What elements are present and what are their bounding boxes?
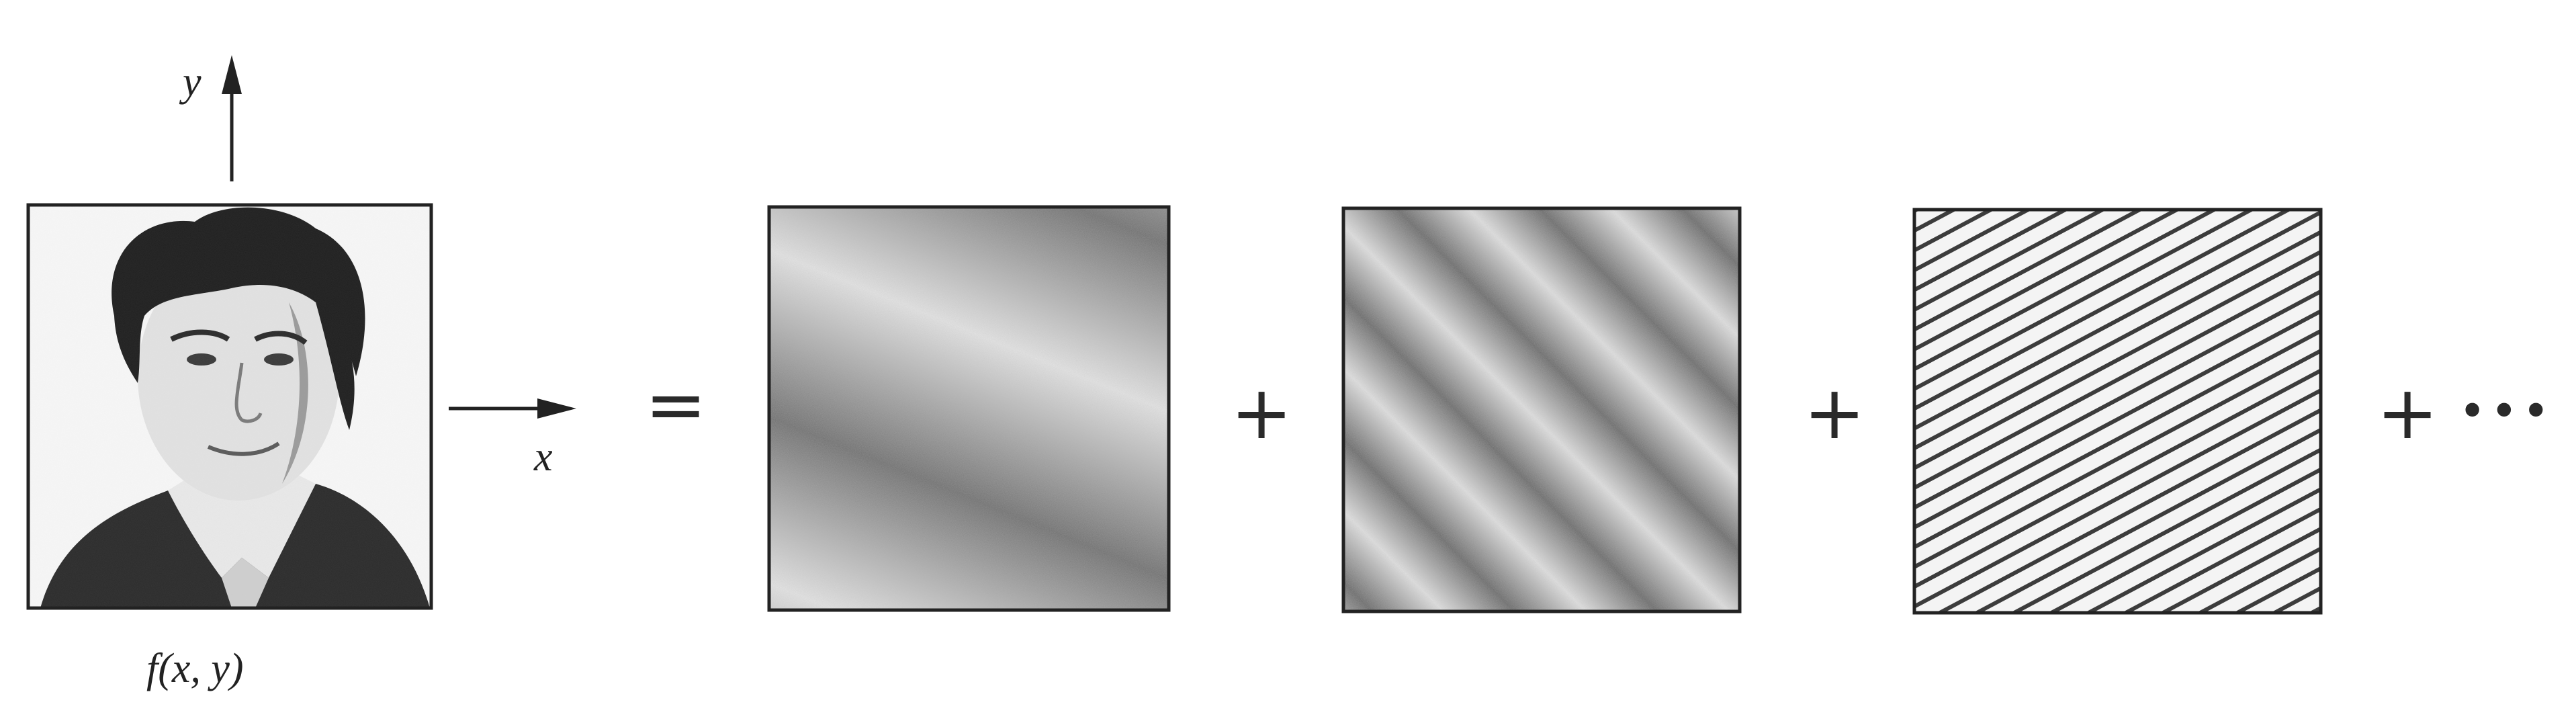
portrait-panel: f(x, y) <box>26 203 433 691</box>
y-axis: y <box>179 55 242 181</box>
x-axis: x <box>449 398 576 480</box>
x-axis-arrowhead-icon <box>537 398 576 419</box>
component-high-frequency <box>1912 208 2323 615</box>
y-axis-arrowhead-icon <box>222 55 242 94</box>
component-low-frequency <box>767 205 1171 612</box>
ellipsis: ••• <box>2458 384 2554 439</box>
plus-sign-2: + <box>1804 370 1865 456</box>
x-axis-label: x <box>533 434 553 480</box>
portrait-image <box>28 205 431 608</box>
equals-sign: = <box>645 361 707 447</box>
y-axis-label: y <box>179 59 202 105</box>
portrait-caption: f(x, y) <box>146 646 244 691</box>
plus-sign-3: + <box>2377 370 2438 456</box>
plus-sign-1: + <box>1231 370 1292 456</box>
component-mid-frequency <box>1341 206 1742 613</box>
portrait-frame <box>26 203 433 610</box>
